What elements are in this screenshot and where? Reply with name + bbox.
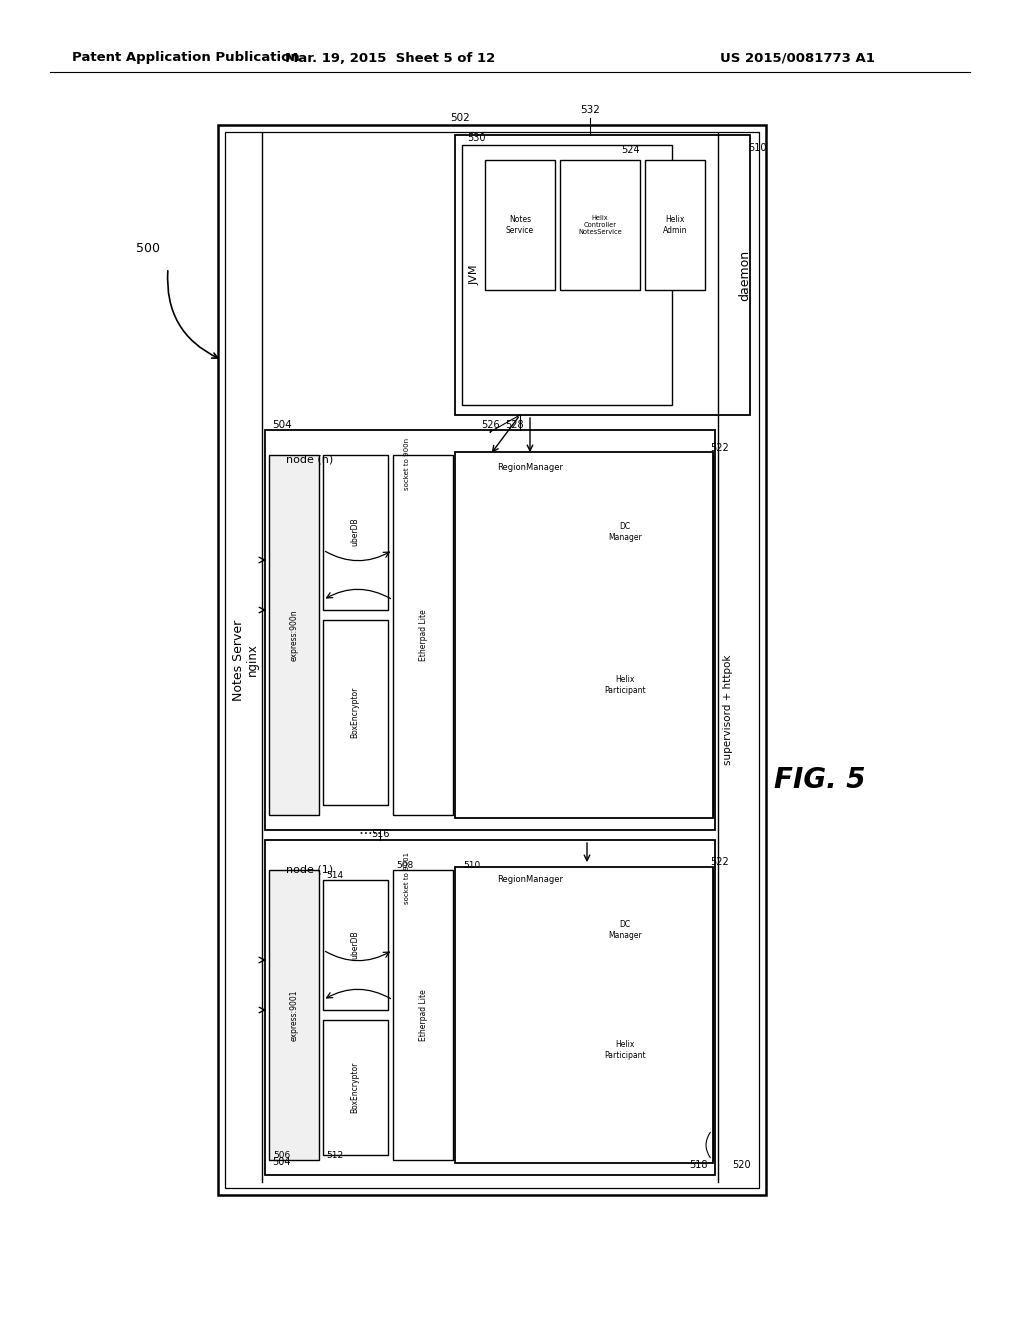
Bar <box>225 132 759 1188</box>
Text: Helix
Controller
NotesService: Helix Controller NotesService <box>579 215 622 235</box>
Text: 518: 518 <box>689 1160 708 1170</box>
Text: socket to 900n: socket to 900n <box>404 438 410 490</box>
Bar <box>265 430 715 830</box>
Bar <box>269 455 319 814</box>
Bar <box>458 455 713 814</box>
Bar <box>393 870 453 1160</box>
Text: DC
Manager: DC Manager <box>608 920 642 940</box>
Text: node (n): node (n) <box>287 455 334 465</box>
Text: 514: 514 <box>326 871 343 880</box>
Text: 520: 520 <box>732 1160 751 1170</box>
Text: 516: 516 <box>371 829 389 840</box>
Text: uberDB: uberDB <box>350 517 359 546</box>
Text: 508: 508 <box>396 862 414 870</box>
Text: nginx: nginx <box>246 644 258 676</box>
Bar <box>580 1001 670 1100</box>
Text: 502: 502 <box>451 114 470 123</box>
Text: 532: 532 <box>580 106 600 115</box>
Bar <box>269 870 319 1160</box>
Text: BoxEncryptor: BoxEncryptor <box>350 1061 359 1113</box>
Bar <box>323 1020 388 1155</box>
Text: 526: 526 <box>480 420 500 430</box>
Bar <box>393 455 453 814</box>
Text: 522: 522 <box>710 857 729 867</box>
Text: uberDB: uberDB <box>350 931 359 960</box>
Text: socket to 9001: socket to 9001 <box>404 851 410 904</box>
Text: daemon: daemon <box>738 249 752 301</box>
Text: Notes
Service: Notes Service <box>506 215 535 235</box>
Text: 522: 522 <box>710 444 729 453</box>
Bar <box>455 451 713 818</box>
Text: supervisord + httpok: supervisord + httpok <box>723 655 733 766</box>
Text: 528: 528 <box>505 420 523 430</box>
Text: Etherpad Lite: Etherpad Lite <box>419 609 427 661</box>
Bar <box>455 135 750 414</box>
Text: FIG. 5: FIG. 5 <box>774 766 865 795</box>
Text: 506: 506 <box>273 1151 290 1159</box>
Bar <box>265 840 715 1175</box>
Text: Helix
Participant: Helix Participant <box>604 676 646 694</box>
Text: Helix
Admin: Helix Admin <box>663 215 687 235</box>
Text: 500: 500 <box>136 242 160 255</box>
Text: express:900n: express:900n <box>290 610 299 661</box>
Bar <box>580 455 670 610</box>
Bar <box>645 160 705 290</box>
Bar <box>462 145 672 405</box>
Bar <box>323 880 388 1010</box>
Bar <box>323 455 388 610</box>
Bar <box>560 160 640 290</box>
Text: 504: 504 <box>272 420 292 430</box>
Text: Mar. 19, 2015  Sheet 5 of 12: Mar. 19, 2015 Sheet 5 of 12 <box>285 51 496 65</box>
Text: 512: 512 <box>326 1151 343 1159</box>
Bar <box>485 160 555 290</box>
Text: DC
Manager: DC Manager <box>608 523 642 541</box>
Bar <box>218 125 766 1195</box>
Text: Notes Server: Notes Server <box>231 619 245 701</box>
Text: 510: 510 <box>463 862 480 870</box>
Text: Etherpad Lite: Etherpad Lite <box>419 989 427 1041</box>
Text: express:9001: express:9001 <box>290 989 299 1040</box>
Text: node (1): node (1) <box>287 865 334 875</box>
Text: RegionManager: RegionManager <box>497 463 563 473</box>
Bar <box>580 870 670 990</box>
Text: 510: 510 <box>748 143 767 153</box>
Text: 530: 530 <box>467 133 485 143</box>
Text: Patent Application Publication: Patent Application Publication <box>72 51 300 65</box>
Text: US 2015/0081773 A1: US 2015/0081773 A1 <box>720 51 874 65</box>
Bar <box>458 870 713 1160</box>
Text: RegionManager: RegionManager <box>497 875 563 884</box>
Bar <box>455 867 713 1163</box>
Text: 524: 524 <box>622 145 640 154</box>
Text: Helix
Participant: Helix Participant <box>604 1040 646 1060</box>
Text: BoxEncryptor: BoxEncryptor <box>350 686 359 738</box>
Bar <box>580 620 670 750</box>
Text: 504: 504 <box>272 1158 291 1167</box>
Text: JVM: JVM <box>470 265 480 285</box>
Bar <box>323 620 388 805</box>
